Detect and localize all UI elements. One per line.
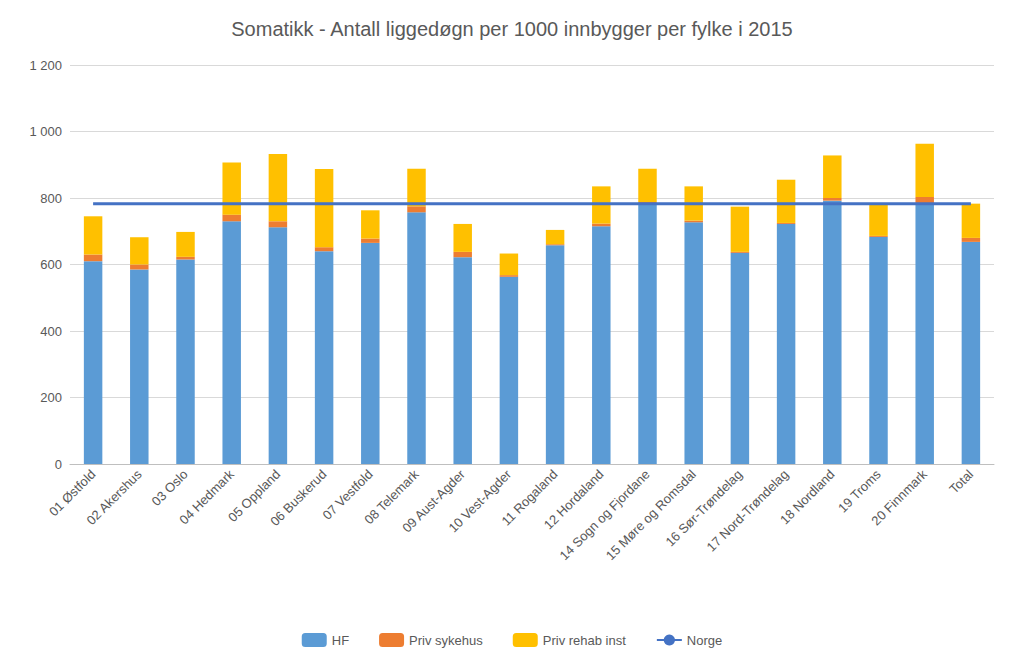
svg-text:15 Møre og Romsdal: 15 Møre og Romsdal [603, 467, 699, 563]
svg-text:1 200: 1 200 [29, 58, 62, 73]
svg-text:05 Oppland: 05 Oppland [225, 466, 284, 525]
svg-text:19 Troms: 19 Troms [834, 466, 884, 516]
svg-text:06 Buskerud: 06 Buskerud [267, 467, 329, 529]
svg-text:20 Finnmark: 20 Finnmark [868, 466, 930, 528]
svg-text:HF: HF [332, 633, 349, 648]
svg-text:12 Hordaland: 12 Hordaland [540, 466, 607, 533]
svg-text:Somatikk - Antall liggedøgn pe: Somatikk - Antall liggedøgn per 1000 inn… [231, 18, 792, 40]
svg-text:Total: Total [946, 467, 976, 497]
svg-text:400: 400 [40, 324, 62, 339]
svg-text:16 Sør-Trøndelag: 16 Sør-Trøndelag [662, 467, 745, 550]
svg-text:Priv sykehus: Priv sykehus [409, 633, 483, 648]
svg-text:14 Sogn og Fjordane: 14 Sogn og Fjordane [556, 467, 652, 563]
svg-text:09 Aust-Agder: 09 Aust-Agder [399, 466, 468, 536]
svg-text:01 Østfold: 01 Østfold [45, 466, 99, 520]
svg-text:02 Akershus: 02 Akershus [83, 466, 144, 527]
svg-text:800: 800 [40, 191, 62, 206]
svg-text:03 Oslo: 03 Oslo [149, 467, 191, 509]
svg-text:1 000: 1 000 [29, 124, 62, 139]
svg-text:0: 0 [55, 457, 62, 472]
svg-text:04 Hedmark: 04 Hedmark [176, 466, 237, 528]
svg-text:600: 600 [40, 257, 62, 272]
svg-text:Norge: Norge [687, 633, 722, 648]
svg-text:07 Vestfold: 07 Vestfold [319, 466, 376, 523]
svg-text:18 Nordland: 18 Nordland [777, 467, 838, 528]
svg-text:10 Vest-Agder: 10 Vest-Agder [445, 466, 515, 536]
svg-text:200: 200 [40, 390, 62, 405]
svg-text:Priv rehab inst: Priv rehab inst [543, 633, 626, 648]
svg-text:11 Rogaland: 11 Rogaland [498, 466, 561, 529]
svg-text:17 Nord-Trøndelag: 17 Nord-Trøndelag [704, 467, 792, 555]
svg-text:08 Telemark: 08 Telemark [361, 466, 422, 528]
